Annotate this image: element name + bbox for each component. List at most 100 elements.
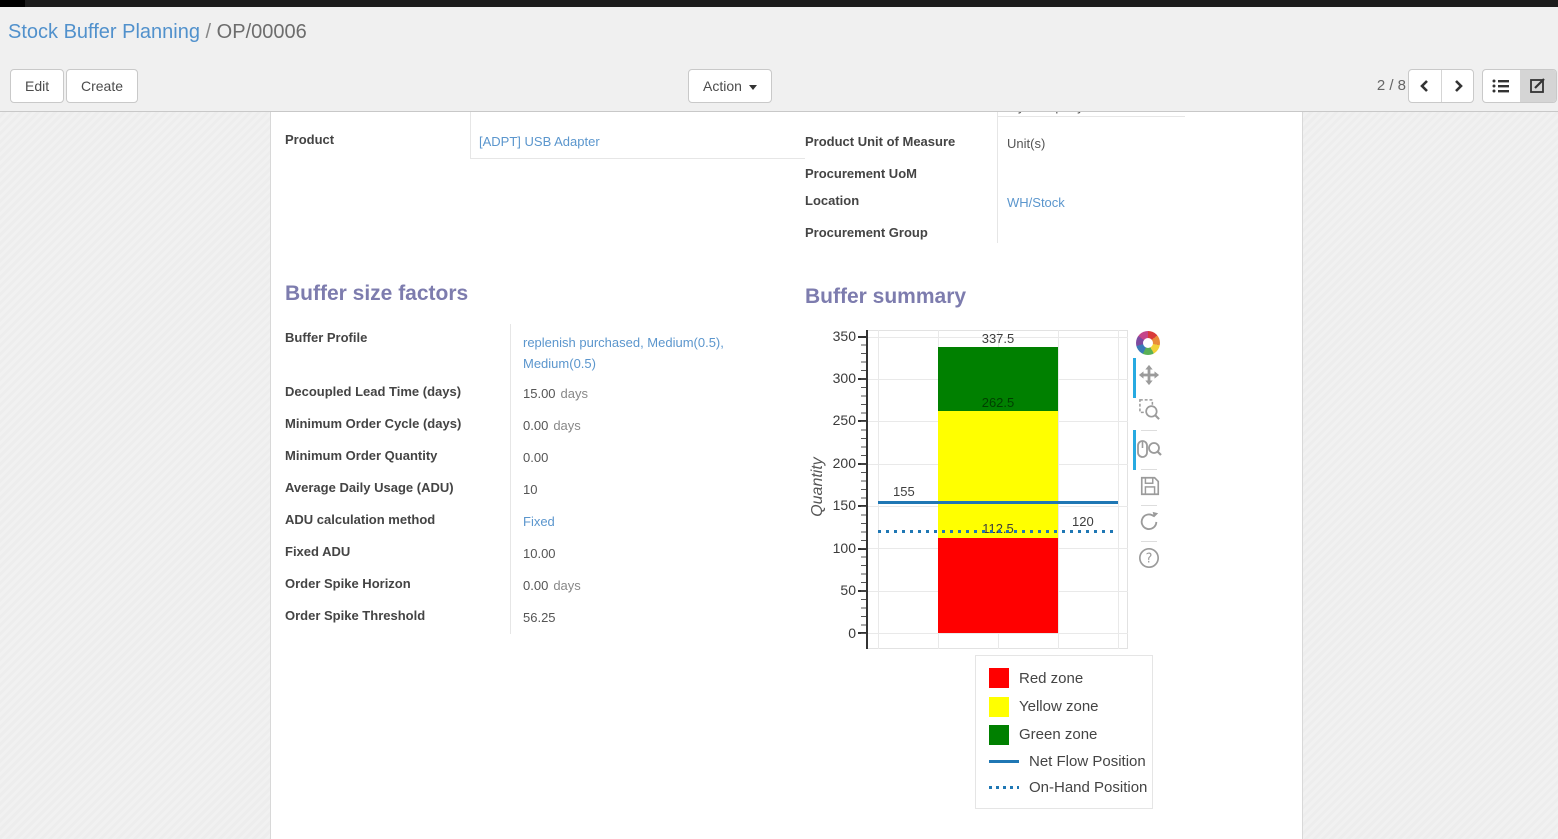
red-swatch <box>989 668 1009 689</box>
bokeh-logo-icon[interactable] <box>1136 331 1160 355</box>
breadcrumb-parent-link[interactable]: Stock Buffer Planning <box>8 21 200 43</box>
v-gridline <box>878 330 879 649</box>
cell-border-v2 <box>997 112 998 243</box>
toolbar-separator <box>1141 541 1157 542</box>
location-value: WH/Stock <box>1007 195 1065 210</box>
dotted-line-swatch <box>989 785 1019 789</box>
yellow-top-label: 262.5 <box>981 395 1015 410</box>
chevron-left-icon <box>1420 80 1428 92</box>
v-gridline <box>1058 330 1059 649</box>
y-tick-0: 0 <box>848 625 856 641</box>
pager-previous-button[interactable] <box>1409 70 1441 102</box>
min-order-cycle-label: Minimum Order Cycle (days) <box>285 416 462 431</box>
toolbar-separator <box>1141 469 1157 470</box>
form-view-button[interactable] <box>1519 70 1556 102</box>
procurement-uom-label: Procurement UoM <box>805 166 917 181</box>
view-switcher <box>1482 69 1557 103</box>
buffer-size-factors-title: Buffer size factors <box>285 282 469 305</box>
yellow-zone-bar <box>938 411 1058 538</box>
reset-icon <box>1140 511 1159 530</box>
help-tool-button[interactable]: ? <box>1138 547 1160 574</box>
pager-buttons <box>1408 69 1474 103</box>
on-hand-position-value: 120 <box>1072 514 1094 529</box>
net-flow-position-line <box>878 501 1118 504</box>
order-spike-threshold-value: 56.25 <box>523 610 556 625</box>
create-button[interactable]: Create <box>66 69 139 103</box>
v-gridline <box>1118 330 1119 649</box>
y-axis-minor-ticks <box>861 337 866 634</box>
legend-label: Red zone <box>1019 669 1084 687</box>
pager-counter: 2 / 8 <box>1376 77 1406 94</box>
buffer-profile-label: Buffer Profile <box>285 330 368 345</box>
y-tick-200: 200 <box>832 455 856 471</box>
location-label: Location <box>805 193 860 208</box>
pan-icon <box>1138 364 1160 386</box>
legend-label: On-Hand Position <box>1029 778 1148 796</box>
y-tick-300: 300 <box>832 370 856 386</box>
list-view-button[interactable] <box>1483 70 1520 102</box>
y-tick-350: 350 <box>832 328 856 344</box>
app-menu-edge <box>0 0 25 7</box>
location-link[interactable]: WH/Stock <box>1007 195 1065 210</box>
legend-label: Yellow zone <box>1019 698 1099 716</box>
list-view-icon <box>1492 79 1510 93</box>
fixed-adu-value: 10.00 <box>523 546 556 561</box>
control-panel <box>0 7 1558 111</box>
green-top-label: 337.5 <box>981 331 1015 346</box>
breadcrumb-separator: / <box>205 21 212 43</box>
legend-item-yellow-zone: Yellow zone <box>989 696 1152 717</box>
uom-label: Product Unit of Measure <box>805 134 956 149</box>
buffer-profile-link[interactable]: replenish purchased, Medium(0.5), Medium… <box>523 335 724 371</box>
pan-active-indicator <box>1133 358 1136 398</box>
y-axis-line <box>866 330 868 649</box>
adu-value: 10 <box>523 482 538 497</box>
product-link[interactable]: [ADPT] USB Adapter <box>479 134 600 149</box>
legend-label: Net Flow Position <box>1029 753 1146 771</box>
box-zoom-tool-button[interactable] <box>1138 398 1161 426</box>
cell-border-h2 <box>997 116 1185 117</box>
procurement-group-label: Procurement Group <box>805 225 928 240</box>
help-icon: ? <box>1139 548 1159 568</box>
decoupled-lead-time-value: 15.00 days <box>523 386 589 401</box>
wheel-zoom-tool-button[interactable] <box>1136 437 1162 466</box>
green-swatch <box>989 724 1009 745</box>
adu-method-link[interactable]: Fixed <box>523 514 555 529</box>
min-order-cycle-value: 0.00 days <box>523 418 581 433</box>
y-tick-150: 150 <box>832 497 856 513</box>
min-order-quantity-value: 0.00 <box>523 450 549 465</box>
legend-item-green-zone: Green zone <box>989 724 1152 745</box>
uom-value: Unit(s) <box>1007 136 1046 151</box>
adu-method-value: Fixed <box>523 514 555 529</box>
pan-tool-button[interactable] <box>1138 364 1160 391</box>
breadcrumb: Stock Buffer Planning / OP/00006 <box>8 21 307 44</box>
cell-border-v1 <box>470 112 471 158</box>
save-icon <box>1140 476 1160 496</box>
order-spike-horizon-value: 0.00 days <box>523 578 581 593</box>
toolbar-separator <box>1141 430 1157 431</box>
caret-down-icon <box>748 84 757 90</box>
product-label: Product <box>285 132 335 147</box>
red-top-label: 112.5 <box>982 521 1014 536</box>
form-view-icon <box>1530 78 1546 93</box>
min-order-quantity-label: Minimum Order Quantity <box>285 448 438 463</box>
adu-label: Average Daily Usage (ADU) <box>285 480 454 495</box>
order-spike-horizon-label: Order Spike Horizon <box>285 576 411 591</box>
adu-method-label: ADU calculation method <box>285 512 436 527</box>
decoupled-lead-time-label: Decoupled Lead Time (days) <box>285 384 462 399</box>
action-dropdown-button[interactable]: Action <box>688 69 772 103</box>
reset-tool-button[interactable] <box>1138 510 1160 537</box>
wheel-zoom-icon <box>1137 440 1162 458</box>
y-tick-100: 100 <box>832 540 856 556</box>
save-tool-button[interactable] <box>1139 475 1161 502</box>
edit-button[interactable]: Edit <box>10 69 65 103</box>
net-flow-position-value: 155 <box>893 484 915 499</box>
pager-next-button[interactable] <box>1441 70 1473 102</box>
solid-line-swatch <box>989 760 1019 764</box>
y-tick-50: 50 <box>840 582 856 598</box>
y-tick-250: 250 <box>832 412 856 428</box>
box-zoom-icon <box>1139 399 1160 420</box>
control-panel-divider <box>0 111 1558 112</box>
green-zone-bar <box>938 347 1058 411</box>
legend-label: Green zone <box>1019 726 1098 744</box>
